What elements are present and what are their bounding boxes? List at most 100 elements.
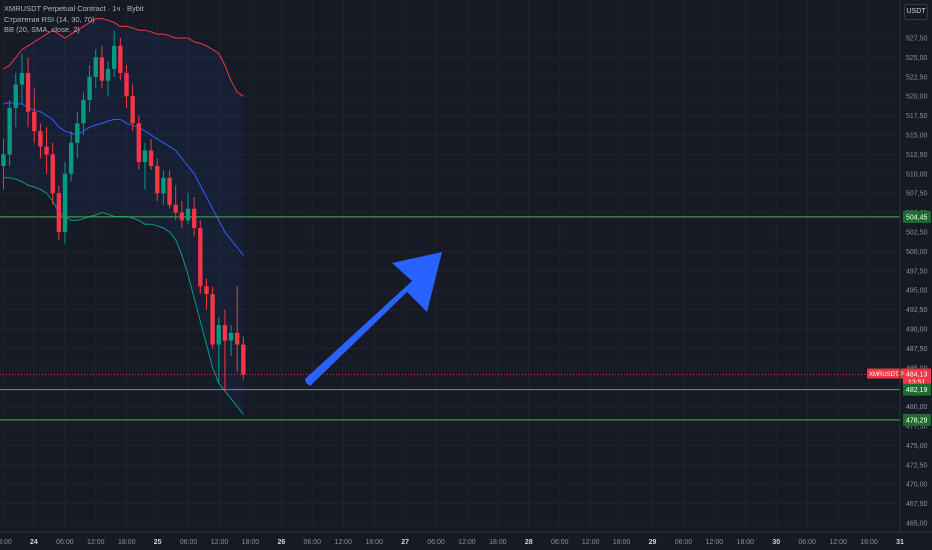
- time-tick-label: 06:00: [180, 539, 198, 546]
- last-price-value: 484,13: [906, 372, 928, 379]
- time-tick-label: 18:00: [118, 539, 136, 546]
- candle-up: [68, 142, 74, 174]
- candle-up: [185, 208, 191, 221]
- currency-button[interactable]: USDT: [904, 4, 928, 20]
- strategy-legend[interactable]: Стратегия RSI (14, 30, 70): [4, 14, 95, 24]
- last-price-tag: [903, 368, 931, 387]
- time-tick-label: 12:00: [334, 539, 352, 546]
- level-price-tag: [903, 383, 931, 396]
- candle-down: [38, 131, 43, 147]
- countdown-timer: 13:51: [908, 380, 926, 387]
- candle-down: [241, 344, 246, 375]
- price-tick-label: 480,00: [906, 404, 928, 411]
- price-tick-label: 527,50: [906, 36, 928, 43]
- candle-down: [148, 150, 154, 167]
- candle-down: [167, 177, 172, 205]
- time-tick-label: 18:00: [737, 539, 755, 546]
- candle-down: [204, 286, 209, 295]
- price-tick-label: 477,50: [906, 424, 928, 431]
- price-tick-label: 515,00: [906, 133, 928, 140]
- time-tick-label: 12:00: [706, 539, 724, 546]
- level-price-tag: [903, 210, 931, 223]
- candle-up: [62, 173, 68, 232]
- price-tick-label: 495,00: [906, 288, 928, 295]
- candle-down: [235, 332, 240, 345]
- time-tick-label: 06:00: [551, 539, 569, 546]
- price-tick-label: 475,00: [906, 443, 928, 450]
- candle-up: [87, 76, 92, 101]
- price-tick-label: 490,00: [906, 327, 928, 334]
- candle-down: [118, 45, 123, 73]
- candle-down: [191, 208, 197, 229]
- candle-down: [99, 57, 105, 81]
- candle-up: [142, 150, 148, 163]
- candles: [1, 30, 246, 392]
- price-tick-label: 522,50: [906, 74, 928, 81]
- bb-upper-line: [3, 18, 244, 97]
- price-tick-label: 487,50: [906, 346, 928, 353]
- time-tick-label: 29: [649, 539, 657, 546]
- level-price-value: 504,45: [906, 214, 928, 221]
- candle-down: [210, 294, 215, 345]
- candle-down: [124, 72, 129, 97]
- candle-down: [56, 193, 62, 232]
- candle-down: [198, 228, 203, 287]
- candle-up: [13, 84, 18, 108]
- time-tick-label: 28: [525, 539, 533, 546]
- time-tick-label: 27: [401, 539, 409, 546]
- candle-down: [25, 72, 31, 112]
- arrow-drawing[interactable]: [305, 252, 442, 386]
- candle-down: [44, 146, 49, 155]
- price-tick-label: 467,50: [906, 501, 928, 508]
- price-tick-label: 502,50: [906, 230, 928, 237]
- candle-up: [228, 332, 234, 341]
- time-axis-bg: [0, 532, 932, 550]
- candle-down: [222, 325, 228, 341]
- time-tick-label: 06:00: [675, 539, 693, 546]
- price-tick-label: 472,50: [906, 462, 928, 469]
- candle-down: [179, 212, 185, 221]
- symbol-title[interactable]: XMRUSDT Perpetual Contract · 1ч · Bybit: [4, 4, 144, 13]
- time-tick-label: 24: [30, 539, 38, 546]
- time-tick-label: 06:00: [56, 539, 74, 546]
- candle-up: [75, 123, 80, 143]
- price-tick-label: 500,00: [906, 249, 928, 256]
- horizontal-levels[interactable]: [0, 216, 900, 421]
- price-tick-label: 525,00: [906, 55, 928, 62]
- time-tick-label: 18:00: [242, 539, 260, 546]
- time-tick-label: 12:00: [829, 539, 847, 546]
- candle-down: [155, 166, 160, 194]
- time-tick-label: 31: [896, 539, 904, 546]
- price-axis-bg: [900, 0, 932, 550]
- time-tick-label: 06:00: [798, 539, 816, 546]
- candle-up: [93, 57, 98, 77]
- price-axis[interactable]: 527,50 525,00 522,50 520,00 517,50 515,00 512,…: [867, 0, 932, 550]
- candle-down: [32, 111, 37, 132]
- time-tick-label: 18:00: [365, 539, 383, 546]
- level-price-value: 482,19: [906, 387, 928, 394]
- price-tick-label: 512,50: [906, 152, 928, 159]
- time-tick-label: 06:00: [427, 539, 445, 546]
- symbol-price-tag: [867, 368, 903, 379]
- price-tick-label: 465,00: [906, 521, 928, 528]
- candle-down: [136, 123, 141, 163]
- grid: [0, 0, 901, 532]
- candle-down: [130, 96, 135, 124]
- bb-legend[interactable]: BB (20, SMA, close, 2): [4, 25, 80, 34]
- time-tick-label: 12:00: [87, 539, 105, 546]
- time-tick-label: 26: [277, 539, 285, 546]
- price-tick-label: 520,00: [906, 94, 928, 101]
- chart-legend: XMRUSDT Perpetual Contract · 1ч · Bybit …: [4, 4, 144, 36]
- time-tick-label: 18:00: [613, 539, 631, 546]
- price-tick-label: 497,50: [906, 268, 928, 275]
- price-tick-label: 507,50: [906, 191, 928, 198]
- candle-up: [1, 154, 6, 167]
- price-tick-label: 470,00: [906, 482, 928, 489]
- price-tick-label: 510,00: [906, 171, 928, 178]
- time-tick-label: 18:00: [0, 539, 12, 546]
- time-tick-label: 30: [772, 539, 780, 546]
- arrow-up-drawing[interactable]: [305, 252, 442, 386]
